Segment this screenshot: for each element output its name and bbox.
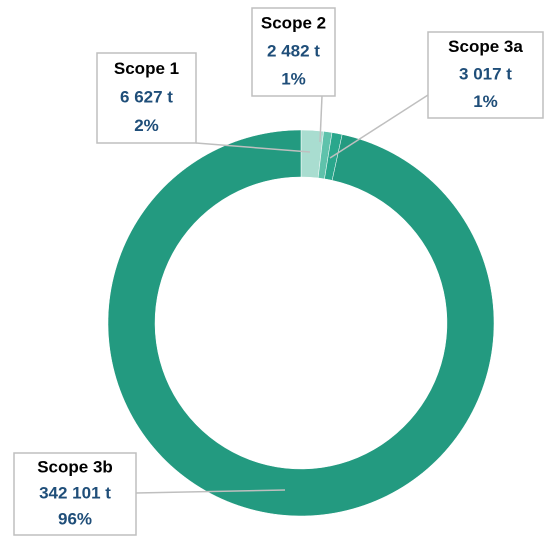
slice-value: 6 627 t <box>120 87 173 106</box>
leader-line <box>319 95 323 143</box>
slice-name: Scope 3b <box>37 457 113 476</box>
leader-line <box>195 142 311 153</box>
donut-slice <box>107 129 495 517</box>
slice-value: 2 482 t <box>267 41 320 60</box>
slice-value: 3 017 t <box>459 64 512 83</box>
slice-name: Scope 3a <box>448 37 523 56</box>
label-box <box>427 31 544 119</box>
slice-name: Scope 1 <box>114 59 179 78</box>
slice-name: Scope 2 <box>261 13 326 32</box>
slice-value: 342 101 t <box>39 483 111 502</box>
slice-percent: 96% <box>58 510 92 529</box>
label-box <box>251 7 336 97</box>
label-box <box>13 452 137 536</box>
label-box <box>96 52 197 144</box>
leader-line <box>329 94 429 159</box>
slice-percent: 1% <box>281 69 306 88</box>
leader-line <box>135 489 286 494</box>
slice-percent: 1% <box>473 92 498 111</box>
slice-percent: 2% <box>134 116 159 135</box>
